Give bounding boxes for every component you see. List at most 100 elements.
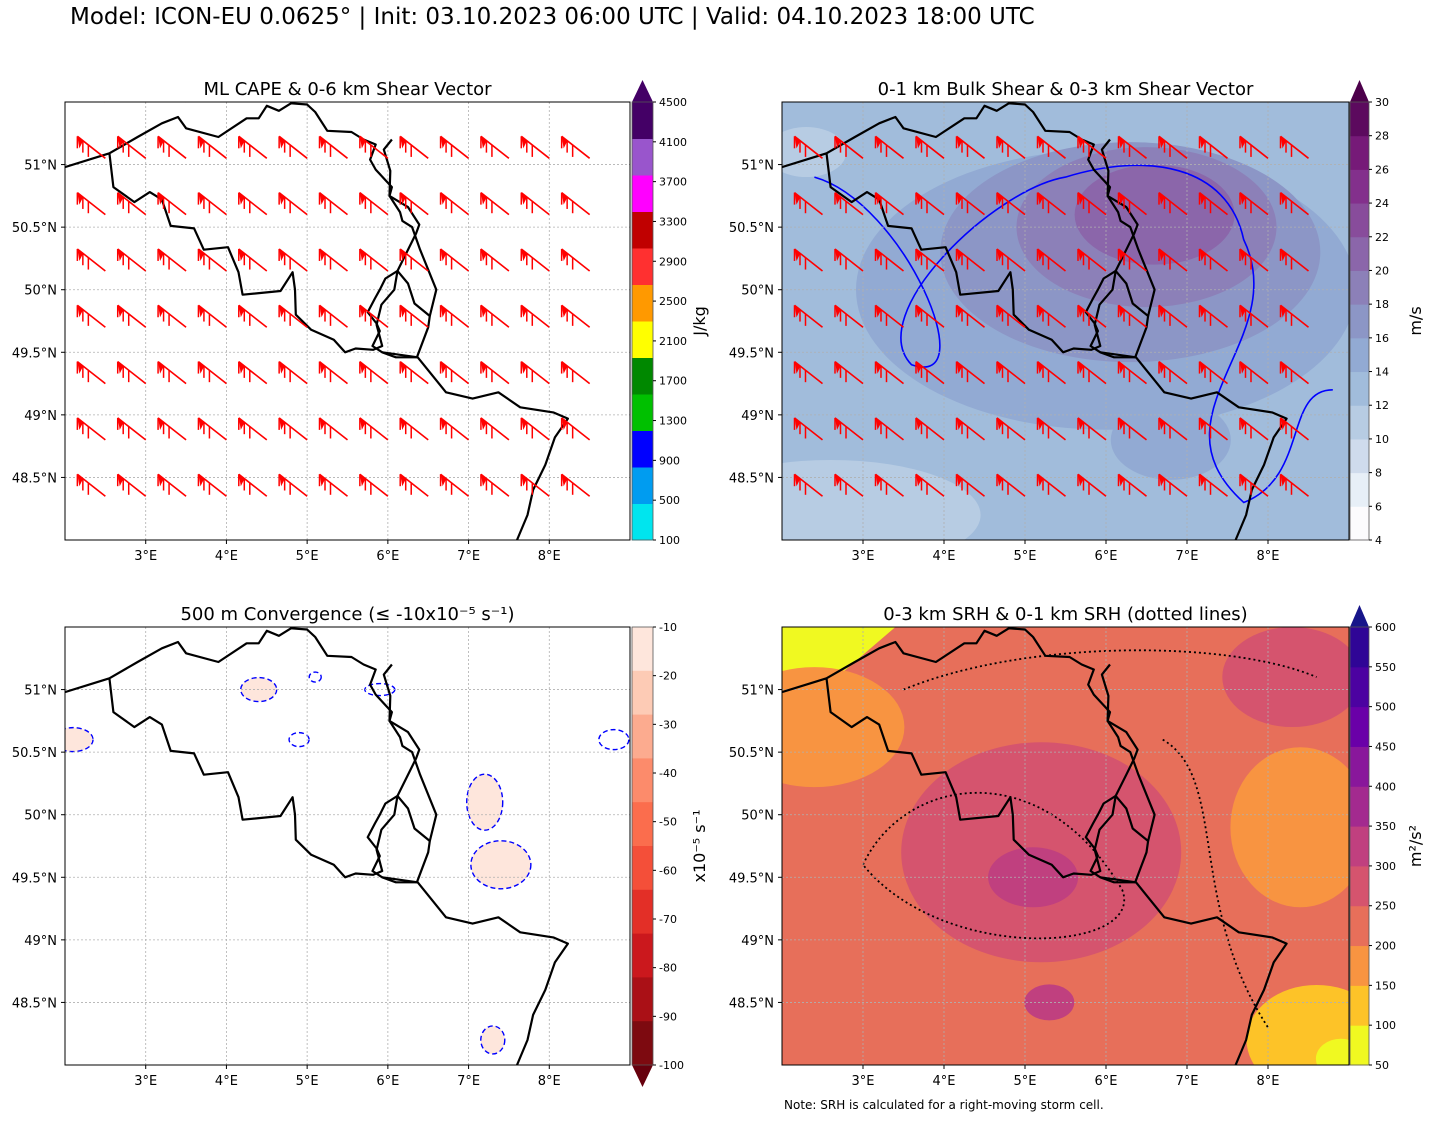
- wind-barb: [399, 417, 429, 441]
- colorbar-segment: [1350, 666, 1369, 708]
- wind-barb: [197, 473, 227, 497]
- wind-barb: [1117, 248, 1147, 272]
- wind-barb: [754, 80, 782, 102]
- wind-barb: [1158, 191, 1188, 216]
- x-tick-label: 4°E: [933, 549, 956, 564]
- wind-barb: [1117, 304, 1147, 328]
- wind-barb: [65, 382, 66, 384]
- panel-title: 500 m Convergence (≤ -10x10⁻⁵ s⁻¹): [180, 604, 514, 625]
- y-tick-label: 51°N: [741, 159, 774, 174]
- wind-barb: [480, 473, 510, 497]
- colorbar-segment: [632, 977, 653, 1022]
- y-tick-label: 48.5°N: [729, 471, 774, 486]
- wind-barb: [1158, 473, 1188, 497]
- wind-barb: [874, 248, 904, 272]
- wind-barb: [318, 417, 348, 441]
- country-border: [782, 102, 1139, 354]
- colorbar-extend: [632, 1065, 653, 1087]
- wind-barb: [834, 473, 864, 497]
- colorbar-segment: [632, 846, 653, 891]
- wind-barb: [996, 304, 1026, 328]
- wind-barb: [197, 360, 227, 385]
- panel-convergence: 500 m Convergence (≤ -10x10⁻⁵ s⁻¹) 3°E 4°E…: [12, 604, 709, 1089]
- colorbar-segment: [632, 627, 653, 672]
- srh-contour: [862, 791, 1126, 940]
- wind-barb: [1117, 191, 1147, 216]
- colorbar-segment: [1350, 371, 1369, 406]
- x-tick-label: 4°E: [215, 549, 238, 564]
- colorbar-segment: [632, 670, 653, 716]
- colorbar-segment: [1350, 102, 1369, 137]
- wind-barb: [116, 191, 147, 216]
- y-tick-label: 49°N: [24, 409, 57, 424]
- colorbar-segment: [1350, 472, 1369, 507]
- colorbar-segment: [1350, 405, 1369, 440]
- colorbar-tick-label: -30: [659, 718, 677, 731]
- country-border: [382, 876, 569, 1065]
- colorbar-segment: [1350, 627, 1369, 668]
- wind-barb: [359, 191, 389, 216]
- colorbar-tick-label: 8: [1375, 467, 1382, 480]
- wind-barb: [439, 248, 470, 272]
- y-tick-label: 48.5°N: [12, 996, 57, 1011]
- wind-barb: [996, 191, 1026, 216]
- colorbar-segment: [1350, 270, 1369, 305]
- colorbar-label: m/s: [1406, 306, 1425, 335]
- wind-barb: [915, 191, 945, 216]
- wind-barb: [318, 191, 348, 216]
- colorbar-tick-label: 50: [1375, 1059, 1389, 1072]
- x-tick-label: 3°E: [852, 549, 875, 564]
- wind-barb: [184, 102, 187, 103]
- colorbar-tick-label: 6: [1375, 500, 1382, 513]
- wind-barb: [278, 417, 308, 441]
- convergence-patch: [65, 726, 94, 753]
- wind-barb: [793, 191, 823, 216]
- x-tick-label: 3°E: [134, 1074, 157, 1089]
- country-border: [1100, 876, 1288, 1065]
- wind-barb: [520, 191, 550, 216]
- wind-barb: [197, 248, 227, 272]
- panel-title: 0-3 km SRH & 0-1 km SRH (dotted lines): [883, 604, 1247, 625]
- colorbar-segment: [1350, 865, 1369, 907]
- colorbar-tick-label: -40: [659, 767, 677, 780]
- wind-barb: [197, 135, 227, 159]
- x-tick-label: 5°E: [296, 1074, 319, 1089]
- wind-barb: [996, 248, 1026, 272]
- wind-barb: [65, 326, 66, 328]
- wind-barb: [399, 248, 429, 272]
- colorbar-tick-label: 26: [1375, 163, 1389, 176]
- colorbar-tick-label: 300: [1375, 860, 1396, 873]
- country-border: [782, 627, 1139, 879]
- colorbar-segment: [1350, 438, 1369, 474]
- colorbar-frame: [1349, 101, 1370, 541]
- wind-barb: [1036, 417, 1066, 441]
- wind-barb: [1077, 304, 1107, 328]
- colorbar-segment: [632, 503, 653, 541]
- colorbar-tick-label: 900: [659, 454, 680, 467]
- colorbar-tick-label: 1300: [659, 415, 687, 428]
- field-patch: [1230, 747, 1349, 908]
- wind-barb: [157, 135, 187, 159]
- wind-barb: [399, 360, 429, 385]
- srh-contour: [903, 649, 1317, 691]
- colorbar-segment: [1350, 506, 1369, 541]
- wind-barb: [915, 248, 945, 272]
- wind-barb: [793, 304, 823, 328]
- y-tick-label: 51°N: [24, 159, 57, 174]
- wind-barb: [874, 360, 904, 385]
- colorbar-tick-label: 500: [1375, 701, 1396, 714]
- wind-barb: [1279, 417, 1309, 441]
- y-tick-label: 48.5°N: [12, 471, 57, 486]
- wind-barb: [1198, 191, 1228, 216]
- colorbar-segment: [1350, 945, 1369, 986]
- wind-barb: [318, 135, 348, 159]
- country-border: [1084, 794, 1150, 884]
- colorbar-tick-label: 3300: [659, 215, 687, 228]
- figure-title: Model: ICON-EU 0.0625° | Init: 03.10.202…: [70, 4, 1035, 30]
- wind-barb: [874, 191, 904, 216]
- colorbar-tick-label: 4100: [659, 136, 687, 149]
- wind-barb: [399, 135, 429, 159]
- wind-barb: [793, 360, 823, 385]
- wind-barb: [238, 473, 268, 497]
- wind-barb: [116, 248, 147, 272]
